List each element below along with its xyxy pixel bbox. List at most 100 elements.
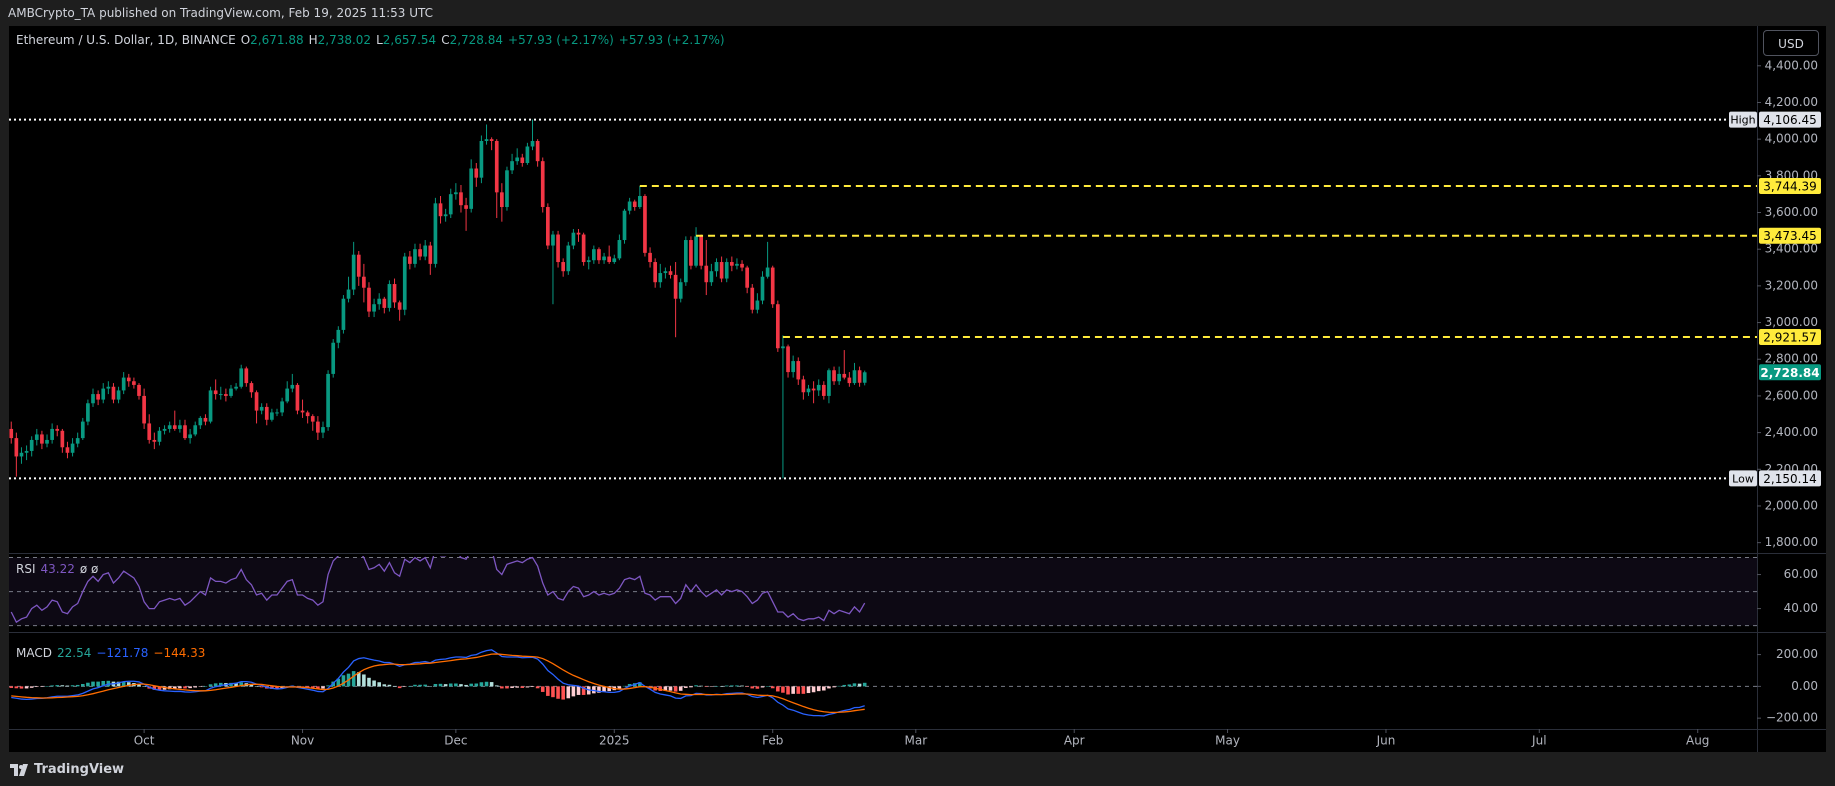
- level-label: 2,150.14: [1763, 472, 1816, 486]
- candle-body: [525, 146, 530, 164]
- candle-body: [760, 276, 765, 301]
- histogram-bar: [392, 686, 397, 687]
- candle-body: [735, 263, 739, 266]
- y-tick-label: 4,000.00: [1765, 132, 1818, 146]
- candle-body: [622, 210, 627, 241]
- y-tick-label: 40.00: [1784, 601, 1818, 615]
- ohlc-key: O: [240, 33, 251, 47]
- histogram-bar: [438, 683, 443, 687]
- x-tick-label: Apr: [1064, 734, 1085, 748]
- candle-body: [132, 381, 136, 385]
- candle-body: [540, 161, 545, 208]
- candle-body: [443, 214, 448, 217]
- price-pane: [9, 119, 867, 479]
- candle-body: [592, 249, 596, 261]
- histogram-bar: [627, 683, 632, 687]
- histogram-bar: [668, 686, 673, 691]
- histogram-bar: [137, 684, 141, 687]
- last-price-badge: [1759, 364, 1821, 381]
- histogram-bar: [796, 686, 801, 694]
- candle-body: [321, 427, 325, 433]
- candle-body: [811, 388, 816, 391]
- histogram-bar: [546, 686, 550, 696]
- candle-body: [571, 232, 576, 246]
- histogram-bar: [35, 686, 39, 688]
- histogram-bar: [402, 686, 407, 687]
- candle-body: [653, 262, 658, 283]
- histogram-bar: [433, 683, 438, 687]
- candle-body: [857, 370, 862, 383]
- histogram-bar: [126, 682, 131, 687]
- level-label: 4,106.45: [1763, 113, 1816, 127]
- candle-body: [586, 260, 591, 263]
- histogram-bar: [484, 681, 489, 687]
- level-label: 2,921.57: [1763, 330, 1816, 344]
- indicator-name: MACD: [16, 646, 52, 660]
- histogram-bar: [121, 681, 126, 687]
- candle-body: [699, 236, 704, 266]
- indicator-name: RSI: [16, 562, 36, 576]
- candle-body: [530, 140, 535, 147]
- candle-body: [152, 439, 157, 442]
- candle-body: [714, 262, 719, 272]
- histogram-bar: [673, 686, 678, 692]
- ohlc-value: 2,671.88: [250, 33, 304, 47]
- candle-body: [510, 161, 514, 171]
- candle-body: [632, 201, 637, 208]
- histogram-bar: [822, 686, 826, 691]
- candle-body: [275, 412, 279, 414]
- candle-body: [121, 377, 126, 391]
- y-tick-label: 4,400.00: [1765, 58, 1818, 72]
- x-tick-label: Feb: [762, 734, 783, 748]
- candle-body: [346, 289, 351, 299]
- candle-body: [719, 262, 724, 279]
- candle-body: [34, 434, 39, 440]
- candle-body: [770, 267, 775, 305]
- y-tick-label: 3,000.00: [1765, 315, 1818, 329]
- histogram-bar: [530, 686, 535, 688]
- chart-background: [9, 26, 1826, 752]
- histogram-bar: [142, 686, 146, 687]
- candle-body: [387, 284, 392, 308]
- indicator-value: −121.78: [96, 646, 149, 660]
- level-badge: [1759, 328, 1821, 345]
- histogram-bar: [116, 681, 121, 687]
- histogram-bar: [474, 683, 479, 687]
- candle-body: [515, 157, 520, 162]
- histogram-bar: [101, 680, 106, 687]
- candle-body: [837, 373, 841, 382]
- y-tick-label: −200.00: [1766, 711, 1818, 725]
- candle-body: [561, 262, 566, 272]
- histogram-bar: [448, 683, 453, 687]
- candle-body: [290, 384, 295, 389]
- y-tick-label: 3,600.00: [1765, 205, 1818, 219]
- candle-body: [648, 252, 652, 263]
- histogram-bar: [326, 685, 330, 687]
- level-badge: [1759, 227, 1821, 244]
- candle-body: [556, 234, 560, 263]
- candle-body: [137, 384, 141, 396]
- histogram-bar: [408, 686, 412, 687]
- histogram-bar: [658, 686, 663, 691]
- histogram-bar: [740, 685, 744, 687]
- candle-body: [157, 430, 162, 442]
- histogram-bar: [510, 686, 514, 688]
- currency-button[interactable]: USD: [1763, 30, 1819, 56]
- candle-body: [116, 390, 121, 400]
- histogram-bar: [14, 686, 19, 689]
- candle-body: [704, 265, 709, 283]
- candle-body: [658, 273, 663, 283]
- candle-body: [172, 425, 177, 429]
- candle-body: [494, 140, 499, 193]
- candle-body: [832, 370, 836, 382]
- histogram-bar: [704, 686, 709, 687]
- candle-body: [479, 140, 484, 178]
- histogram-bar: [96, 681, 100, 687]
- candle-body: [50, 428, 54, 440]
- histogram-bar: [40, 686, 44, 687]
- candle-body: [300, 410, 305, 413]
- histogram-bar: [316, 686, 320, 689]
- candle-body: [745, 267, 749, 288]
- candle-body: [454, 192, 458, 195]
- histogram-bar: [540, 686, 545, 692]
